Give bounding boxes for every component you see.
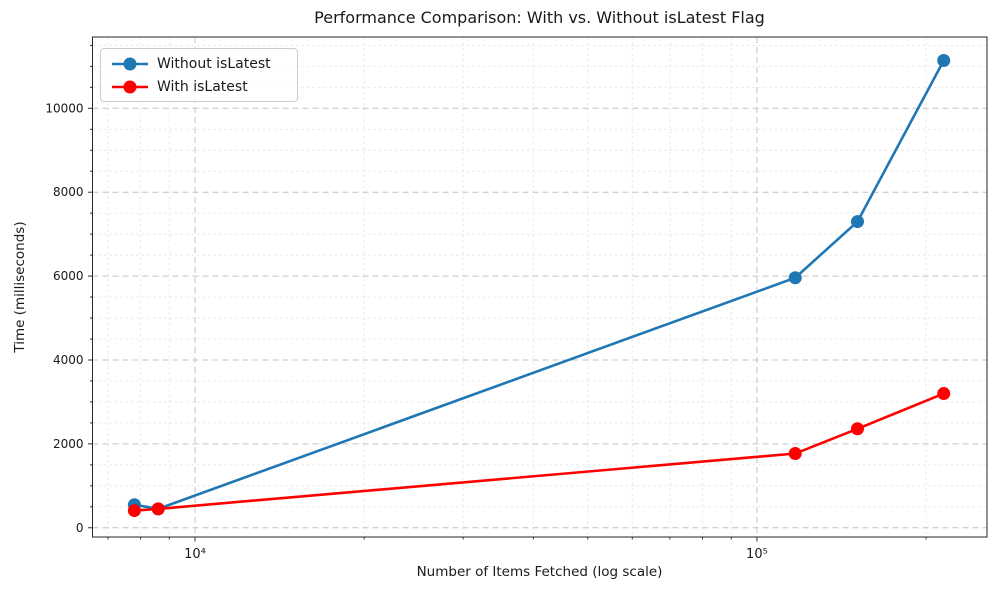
data-point — [788, 447, 802, 461]
y-tick-label: 2000 — [53, 437, 84, 451]
data-point — [851, 422, 865, 436]
data-point — [851, 215, 865, 229]
y-tick-label: 6000 — [53, 269, 84, 283]
x-tick-label: 10⁵ — [746, 547, 768, 562]
data-point — [788, 271, 802, 285]
legend-line-marker-icon — [112, 80, 148, 93]
data-point — [937, 387, 951, 401]
legend-line-marker-icon — [112, 57, 148, 70]
legend-label: With isLatest — [157, 78, 248, 95]
data-point — [127, 504, 141, 518]
data-point — [937, 53, 951, 67]
y-tick-label: 4000 — [53, 353, 84, 367]
plot-border — [92, 36, 988, 538]
x-tick-label: 10⁴ — [184, 547, 206, 562]
y-tick-label: 10000 — [45, 101, 83, 115]
data-point — [151, 502, 165, 516]
legend: Without isLatest With isLatest — [100, 48, 298, 102]
legend-label: Without isLatest — [157, 55, 271, 72]
series-line-1 — [133, 392, 946, 512]
y-tick-label: 0 — [76, 521, 84, 535]
x-axis-label: Number of Items Fetched (log scale) — [416, 564, 663, 580]
legend-item-without-islatest: Without isLatest — [111, 52, 287, 75]
chart-title: Performance Comparison: With vs. Without… — [314, 8, 765, 27]
legend-item-with-islatest: With isLatest — [111, 75, 287, 98]
y-tick-label: 8000 — [53, 185, 84, 199]
